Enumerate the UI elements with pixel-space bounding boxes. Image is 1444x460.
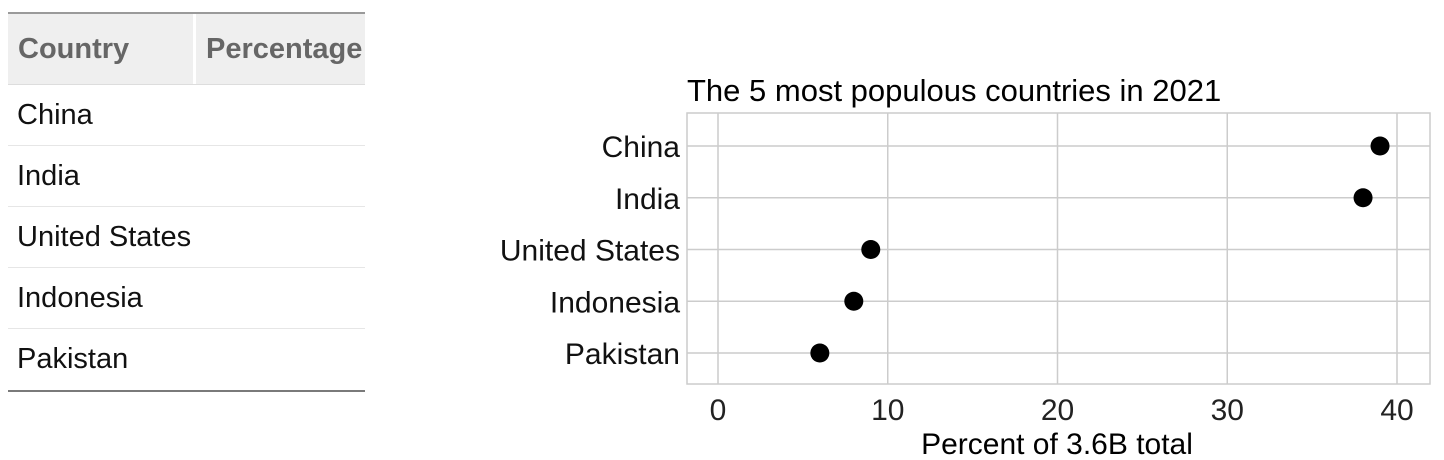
cell-country: India (17, 159, 80, 192)
x-tick-label: 20 (1041, 394, 1074, 427)
axis-labels: 0 10 20 30 40 China India United States Indonesi… (500, 131, 1414, 427)
y-tick-label: United States (500, 235, 680, 268)
x-tick-label: 10 (871, 394, 904, 427)
panel-border (686, 112, 1431, 385)
cell-country: United States (17, 220, 192, 253)
table-row: China (8, 85, 365, 146)
header-percentage: Percentage (196, 14, 365, 84)
table-row: Pakistan (8, 329, 365, 390)
chart-title: The 5 most populous countries in 2021 (687, 73, 1221, 108)
data-point (810, 343, 830, 363)
cell-country: China (17, 98, 93, 131)
grid-lines (686, 112, 1431, 385)
data-point (861, 240, 881, 259)
cell-country: Indonesia (17, 281, 143, 314)
data-point (1353, 188, 1373, 208)
country-table: Country Percentage China India United St… (8, 12, 365, 392)
y-tick-label: Pakistan (565, 338, 680, 371)
data-point (1370, 136, 1390, 156)
header-country: Country (8, 14, 193, 84)
cell-country: Pakistan (17, 343, 129, 375)
y-tick-label: India (615, 183, 680, 216)
data-point (844, 291, 864, 311)
x-tick-label: 0 (710, 394, 727, 427)
y-tick-label: Indonesia (550, 286, 680, 319)
table-header: Country Percentage (8, 14, 365, 85)
table-row: India (8, 146, 365, 207)
data-points (810, 136, 1390, 363)
x-tick-label: 30 (1211, 394, 1244, 427)
y-tick-label: China (602, 131, 681, 164)
x-axis-label: Percent of 3.6B total (921, 428, 1193, 460)
table-row: United States (8, 207, 365, 268)
table-row: Indonesia (8, 268, 365, 329)
x-tick-label: 40 (1380, 394, 1413, 427)
